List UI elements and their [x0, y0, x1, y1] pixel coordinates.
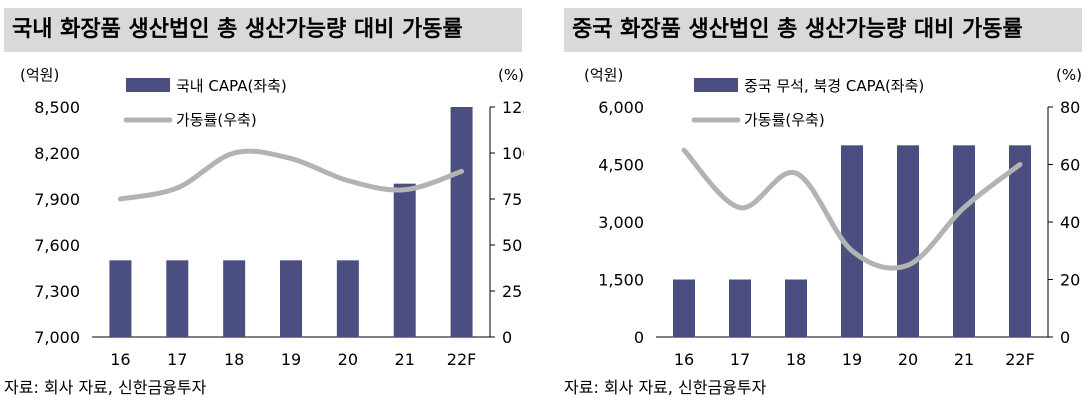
y-right-tick-label: 25	[502, 282, 522, 301]
bar	[1009, 145, 1031, 337]
chart-title: 중국 화장품 생산법인 총 생산가능량 대비 가동률	[564, 8, 1082, 52]
y-left-tick-label: 7,600	[34, 236, 80, 255]
y-left-tick-label: 8,500	[34, 98, 80, 117]
y-right-tick-label: 20	[1060, 271, 1080, 290]
bar	[223, 260, 246, 337]
chart-source: 자료: 회사 자료, 신한금융투자	[564, 378, 767, 397]
right-unit-label: (%)	[498, 66, 524, 84]
y-right-tick-label: 0	[1060, 328, 1070, 347]
y-left-tick-label: 7,300	[34, 282, 80, 301]
y-right-tick-label: 0	[502, 328, 512, 347]
x-tick-label: 17	[167, 350, 187, 369]
chart-panel-domestic: 국내 화장품 생산법인 총 생산가능량 대비 가동률 (억원) (%) 7,000 7…	[4, 0, 524, 403]
y-left-tick-label: 7,000	[34, 328, 80, 347]
x-tick-label: 18	[786, 350, 806, 369]
y-left-tick-label: 7,900	[34, 190, 80, 209]
y-left-tick-label: 8,200	[34, 144, 80, 163]
bar	[673, 279, 695, 337]
chart-domestic: (억원) (%) 7,000 7,300 7,600 7,900 8,200 8,500 0 25…	[20, 66, 524, 369]
bar	[785, 279, 807, 337]
bar	[729, 279, 751, 337]
y-right-tick-label: 60	[1060, 156, 1080, 175]
bar	[280, 260, 302, 337]
bar	[166, 260, 189, 337]
y-right-tick-label: 75	[502, 190, 522, 209]
x-tick-label: 22F	[1005, 350, 1035, 369]
x-tick-label: 20	[898, 350, 918, 369]
bar	[109, 260, 132, 337]
legend-label-bar: 국내 CAPA(좌축)	[176, 77, 287, 95]
y-right-tick-label: 100	[502, 144, 524, 163]
x-tick-label: 19	[281, 350, 301, 369]
series-line	[117, 148, 465, 202]
chart-title: 국내 화장품 생산법인 총 생산가능량 대비 가동률	[4, 8, 522, 52]
bar	[336, 260, 359, 337]
chart-china: (억원) (%) 0 1,500 3,000 4,500 6,000 0 20 40 60 80 16 1…	[584, 66, 1082, 369]
x-tick-label: 16	[110, 350, 130, 369]
x-tick-label: 21	[954, 350, 974, 369]
legend-label-bar: 중국 무석, 북경 CAPA(좌축)	[744, 77, 924, 95]
y-left-tick-label: 3,000	[598, 213, 644, 232]
x-tick-label: 22F	[447, 350, 477, 369]
x-tick-label: 18	[224, 350, 244, 369]
x-tick-label: 16	[674, 350, 694, 369]
y-left-tick-label: 4,500	[598, 156, 644, 175]
bar	[953, 145, 975, 337]
legend-swatch-bar	[126, 78, 170, 92]
left-unit-label: (억원)	[20, 66, 59, 84]
y-left-tick-label: 0	[634, 328, 644, 347]
y-left-tick-label: 6,000	[598, 98, 644, 117]
legend-label-line: 가동률(우축)	[176, 111, 257, 129]
y-right-tick-label: 80	[1060, 98, 1080, 117]
left-unit-label: (억원)	[584, 66, 623, 84]
y-right-tick-label: 50	[502, 236, 522, 255]
x-tick-label: 20	[338, 350, 358, 369]
chart-source: 자료: 회사 자료, 신한금융투자	[4, 378, 207, 397]
bar	[450, 107, 473, 337]
legend-swatch-bar	[694, 78, 738, 92]
x-tick-label: 21	[395, 350, 415, 369]
y-right-tick-label: 40	[1060, 213, 1080, 232]
y-left-tick-label: 1,500	[598, 271, 644, 290]
bar	[841, 145, 863, 337]
legend-label-line: 가동률(우축)	[744, 111, 825, 129]
series-line	[681, 147, 1023, 271]
bar	[897, 145, 919, 337]
y-right-tick-label: 125	[502, 98, 524, 117]
chart-panel-china: 중국 화장품 생산법인 총 생산가능량 대비 가동률 (억원) (%) 0 1,500…	[564, 0, 1084, 403]
x-tick-label: 19	[842, 350, 862, 369]
bar	[393, 183, 416, 337]
right-unit-label: (%)	[1056, 66, 1082, 84]
x-tick-label: 17	[730, 350, 750, 369]
